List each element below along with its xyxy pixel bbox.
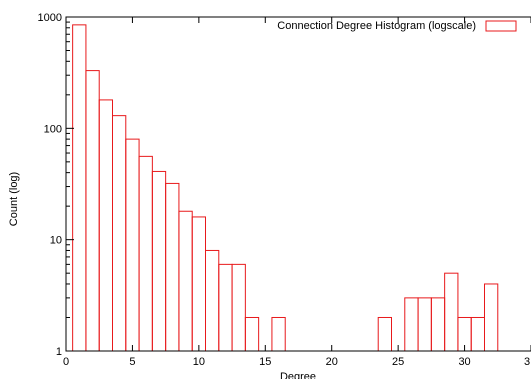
y-tick-label: 100 [44,123,62,135]
x-tick-label: 15 [259,356,271,368]
y-axis-label: Count (log) [8,172,20,226]
x-tick-label: 25 [392,356,404,368]
y-tick-label: 10 [50,235,62,247]
x-tick-label: 20 [326,356,338,368]
x-tick-label: 3 [524,356,530,368]
x-axis-label: Degree [280,371,316,379]
y-tick-label: 1000 [38,12,62,24]
x-tick-label: 5 [129,356,135,368]
plot-frame [65,16,531,352]
legend-label: Connection Degree Histogram (logscale) [277,20,476,32]
y-axis: 1 10 100 1000 [38,12,74,358]
x-tick-label: 10 [193,356,205,368]
x-tick-label: 30 [458,356,470,368]
legend: Connection Degree Histogram (logscale) [277,20,517,32]
y-tick-label: 1 [56,346,62,358]
x-axis: 0 5 10 15 20 25 30 3 [63,17,531,368]
x-tick-label: 0 [63,356,69,368]
legend-swatch [485,20,517,32]
